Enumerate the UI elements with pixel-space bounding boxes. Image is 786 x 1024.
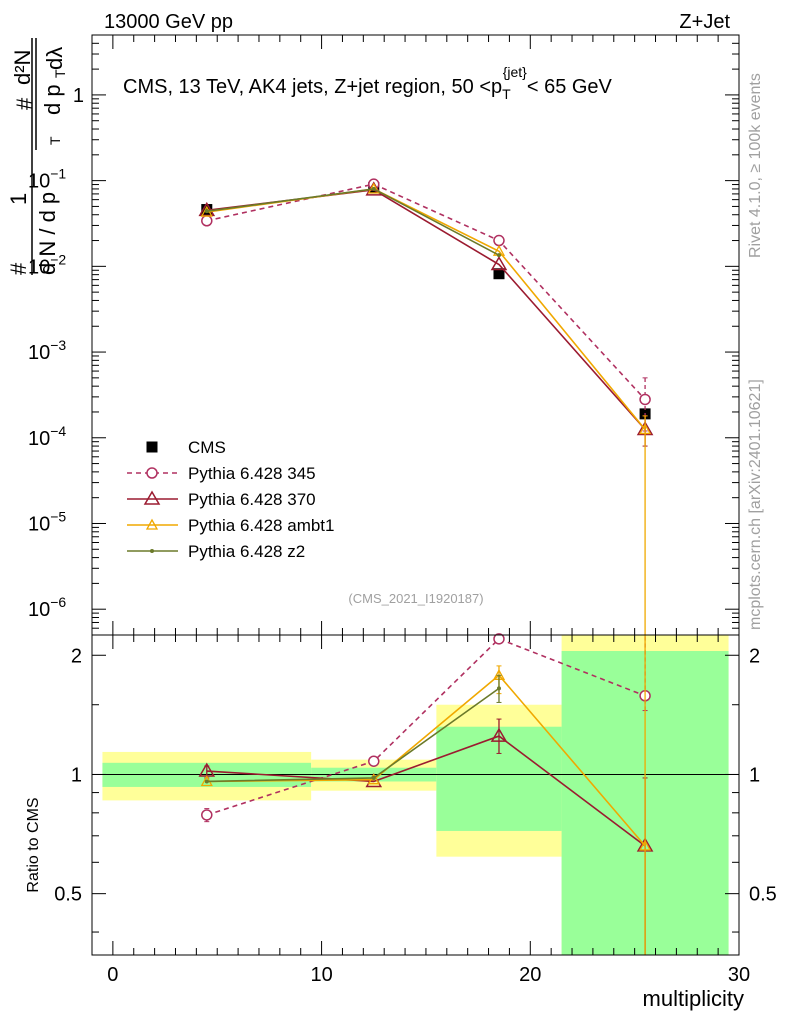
data-point-marker: [367, 182, 380, 194]
ylabel-dn-over-dpt: d N / d p: [35, 192, 60, 275]
ylabel-hash-1: #: [6, 262, 31, 275]
data-point-marker: [490, 727, 508, 742]
ratio-ytick-label-right: 1: [749, 764, 760, 786]
data-point-marker: [639, 393, 651, 406]
main-plot-panel: CMS, 13 TeV, AK4 jets, Z+jet region, 50 …: [28, 34, 740, 636]
series-2: [198, 181, 654, 447]
legend-label: Pythia 6.428 ambt1: [188, 516, 334, 535]
series-line: [206, 735, 646, 847]
data-point-marker: [493, 268, 505, 280]
series-line: [206, 189, 646, 430]
series-3: [200, 182, 652, 636]
legend-label: Pythia 6.428 370: [188, 490, 316, 509]
data-point-marker: [198, 201, 216, 217]
xtick-label: 20: [519, 964, 541, 986]
series-line: [206, 188, 646, 430]
main-ylabel: # 1 d N / d p T # d²N d p T dλ: [6, 38, 68, 275]
legend: CMS Pythia 6.428 345 Pythia 6.428 370 Pythi…: [127, 438, 334, 561]
ratio-ytick-label: 0.5: [54, 884, 82, 906]
data-point-marker: [146, 467, 158, 479]
data-point-marker: [496, 686, 501, 691]
rivet-version-label: Rivet 4.1.0, ≥ 100k events: [747, 73, 764, 258]
main-ytick-label: 1: [73, 85, 84, 107]
beam-label: 13000 GeV pp: [104, 11, 233, 33]
ratio-ytick-label-right: 0.5: [749, 884, 777, 906]
legend-entry-2: Pythia 6.428 370: [127, 490, 316, 509]
ratio-ytick-label: 2: [71, 645, 82, 667]
xlabel: multiplicity: [643, 986, 744, 1011]
legend-entry-3: Pythia 6.428 ambt1: [127, 516, 334, 535]
data-point-marker: [493, 633, 505, 645]
series-line: [206, 188, 500, 256]
data-point-marker: [201, 215, 213, 227]
data-point-marker: [368, 755, 380, 767]
ylabel-hash-2: #: [12, 97, 37, 110]
legend-label: Pythia 6.428 z2: [188, 542, 305, 561]
data-point-marker: [143, 490, 161, 505]
ylabel-sub-t-2: T: [52, 69, 68, 78]
legend-label: Pythia 6.428 345: [188, 464, 316, 483]
ylabel-sub-t-1: T: [47, 136, 63, 145]
xtick-label: 0: [107, 964, 118, 986]
data-point-marker: [150, 549, 154, 553]
ratio-ylabel: Ratio to CMS: [25, 797, 42, 892]
ylabel-d2n: d²N: [10, 50, 35, 85]
main-ytick-label: 10−4: [28, 423, 66, 450]
data-point-marker: [371, 186, 376, 191]
series-0: [201, 182, 651, 420]
ylabel-dlambda: dλ: [42, 47, 67, 70]
plot-title: CMS, 13 TeV, AK4 jets, Z+jet region, 50 …: [123, 64, 613, 102]
main-ytick-label: 10−6: [28, 594, 66, 621]
ylabel-dp: d p: [40, 84, 65, 115]
data-point-marker: [638, 423, 652, 435]
series-3: [204, 674, 502, 784]
analysis-id-watermark: (CMS_2021_I1920187): [348, 591, 483, 606]
legend-entry-1: Pythia 6.428 345: [127, 464, 316, 483]
series-line: [206, 183, 646, 400]
data-point-marker: [367, 773, 380, 785]
legend-entry-4: Pythia 6.428 z2: [127, 542, 305, 561]
ratio-ytick-label-right: 2: [749, 645, 760, 667]
main-ytick-label: 10−2: [28, 251, 66, 278]
main-ytick-label: 10−1: [28, 166, 66, 193]
series-line: [206, 637, 646, 816]
data-point-marker: [204, 209, 209, 214]
legend-entry-0: CMS: [146, 438, 226, 457]
data-point-marker: [496, 253, 501, 258]
xtick-label: 10: [310, 964, 332, 986]
process-label: Z+Jet: [679, 11, 730, 33]
data-point-marker: [371, 775, 376, 780]
ratio-ytick-label: 1: [71, 764, 82, 786]
xtick-label: 30: [728, 964, 750, 986]
data-point-marker: [146, 441, 158, 453]
main-ytick-label: 10−3: [28, 337, 66, 364]
legend-label: CMS: [188, 438, 226, 457]
data-point-marker: [201, 809, 213, 821]
ratio-plot-panel: 0 10 20 30 0.5 0.5 1 1 2 2: [54, 633, 777, 986]
data-point-marker: [204, 779, 209, 784]
ylabel-one: 1: [6, 193, 31, 205]
mcplots-source-label: mcplots.cern.ch [arXiv:2401.10621]: [747, 379, 764, 630]
data-point-marker: [490, 256, 508, 271]
ratio-frame: [91, 634, 740, 956]
series-4: [204, 186, 501, 258]
data-point-marker: [493, 234, 505, 247]
series-line: [206, 674, 646, 847]
main-ytick-label: 10−5: [28, 508, 66, 535]
data-point-marker: [638, 839, 652, 851]
data-point-marker: [145, 518, 159, 530]
